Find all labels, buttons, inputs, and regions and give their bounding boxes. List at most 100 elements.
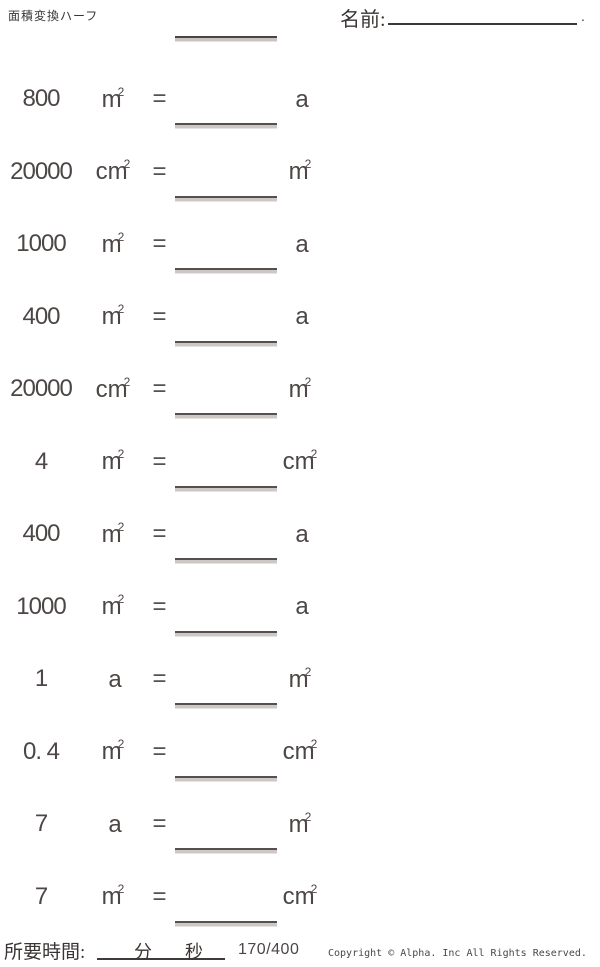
problem-from-unit: m2 [82, 85, 144, 114]
unit-base: m [101, 230, 122, 258]
problem-row: 1000 m2 = a [0, 570, 600, 643]
unit-base: m [101, 520, 122, 548]
problem-to-unit: a [277, 230, 323, 259]
unit-exponent: 2 [117, 592, 125, 606]
unit-exponent: 2 [304, 374, 312, 389]
problem-from-unit: m2 [82, 230, 144, 259]
problem-to-unit: cm2 [277, 882, 323, 911]
answer-blank[interactable] [175, 170, 277, 198]
answer-blank[interactable] [175, 677, 277, 705]
problem-value: 400 [22, 302, 60, 330]
unit-exponent: 2 [310, 882, 318, 896]
progress-counter: 170/400 [238, 941, 300, 958]
equals-sign: = [152, 85, 167, 112]
unit-base: cm [95, 375, 128, 403]
problem-row: 20000 cm2 = m2 [0, 135, 600, 208]
unit-exponent: 2 [117, 302, 125, 316]
name-label: 名前: [340, 9, 386, 31]
unit-base: m [101, 303, 122, 330]
equals-sign: = [152, 882, 167, 910]
problem-row: 1 a = m2 [0, 643, 600, 716]
problem-value: 7 [34, 810, 48, 837]
problem-to-unit: m2 [277, 665, 323, 694]
problem-row: 0. 4 m2 = cm2 [0, 715, 600, 788]
unit-exponent: 2 [117, 447, 125, 461]
unit-exponent: 2 [123, 374, 131, 389]
equals-sign: = [152, 520, 167, 547]
equals-sign: = [152, 810, 167, 837]
equals-sign: = [152, 665, 167, 692]
problem-value: 7 [34, 882, 48, 910]
problem-row: 1000 m2 = a [0, 208, 600, 281]
unit-exponent: 2 [117, 519, 125, 534]
equals-sign: = [152, 302, 167, 330]
unit-base: m [101, 883, 122, 910]
unit-base: m [288, 810, 309, 838]
problem-row: 4 m2 = cm2 [0, 425, 600, 498]
equals-sign: = [152, 375, 167, 402]
problem-value: 400 [22, 520, 60, 547]
cutoff-answer-blank[interactable] [175, 22, 277, 38]
unit-exponent: 2 [117, 84, 125, 99]
unit-base: a [108, 810, 122, 838]
problem-to-unit: a [277, 85, 323, 114]
problem-row: 800 m2 = a [0, 63, 600, 136]
name-line-period: . [581, 8, 585, 24]
answer-blank[interactable] [175, 242, 277, 270]
problem-to-unit: a [277, 592, 323, 621]
problem-to-unit: a [277, 520, 323, 549]
answer-blank[interactable] [175, 895, 277, 923]
equals-sign: = [152, 447, 167, 475]
problem-row: 400 m2 = a [0, 280, 600, 353]
unit-base: m [101, 448, 122, 475]
problem-value: 4 [34, 447, 48, 475]
problem-row: 20000 cm2 = m2 [0, 353, 600, 426]
unit-base: a [108, 665, 122, 693]
unit-base: m [288, 375, 309, 403]
copyright-text: Copyright © Alpha. Inc All Rights Reserv… [328, 948, 587, 959]
name-input-line[interactable] [388, 8, 577, 25]
unit-exponent: 2 [310, 737, 318, 751]
equals-sign: = [152, 157, 167, 185]
unit-exponent: 2 [117, 737, 125, 751]
problem-to-unit: cm2 [277, 447, 323, 476]
answer-blank[interactable] [175, 605, 277, 633]
unit-base: a [295, 85, 309, 113]
unit-exponent: 2 [117, 229, 125, 244]
problem-from-unit: m2 [82, 737, 144, 766]
unit-exponent: 2 [123, 157, 131, 171]
answer-blank[interactable] [175, 532, 277, 560]
problems-list: 800 m2 = a 20000 cm2 = m2 1000 m2 = a 40… [0, 63, 600, 933]
problem-to-unit: a [277, 302, 323, 331]
equals-sign: = [152, 230, 167, 257]
unit-exponent: 2 [117, 882, 125, 896]
problem-value: 800 [22, 85, 60, 112]
problem-value: 1000 [16, 230, 66, 257]
unit-base: m [101, 85, 122, 113]
unit-base: m [101, 738, 122, 765]
problem-from-unit: cm2 [82, 157, 144, 186]
unit-base: cm [95, 158, 128, 185]
answer-blank[interactable] [175, 750, 277, 778]
problem-value: 1000 [16, 592, 66, 620]
answer-blank[interactable] [175, 822, 277, 850]
answer-blank[interactable] [175, 387, 277, 415]
problem-row: 400 m2 = a [0, 498, 600, 571]
time-required-label: 所要時間: [4, 942, 86, 963]
unit-exponent: 2 [310, 447, 318, 461]
time-input-line[interactable]: 分 秒 [97, 938, 225, 962]
problem-to-unit: m2 [277, 375, 323, 404]
answer-blank[interactable] [175, 315, 277, 343]
problem-to-unit: m2 [277, 810, 323, 839]
answer-blank[interactable] [175, 460, 277, 488]
unit-base: a [295, 303, 309, 330]
equals-sign: = [152, 737, 167, 765]
unit-base: a [295, 230, 309, 258]
problem-value: 1 [34, 665, 48, 692]
problem-from-unit: m2 [82, 447, 144, 476]
answer-blank[interactable] [175, 97, 277, 125]
unit-base: m [288, 665, 309, 693]
problem-value: 0. 4 [22, 737, 60, 765]
problem-row: 7 m2 = cm2 [0, 860, 600, 933]
